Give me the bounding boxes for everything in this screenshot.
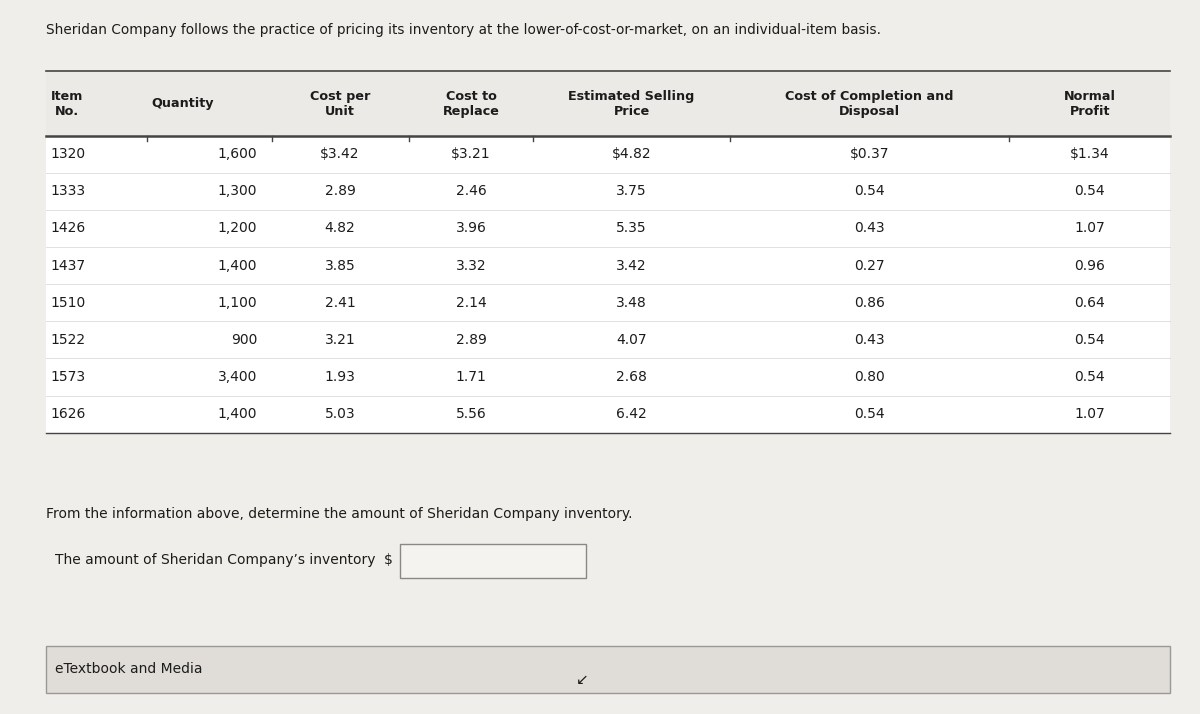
Text: 2.41: 2.41 <box>325 296 355 310</box>
Text: 1,400: 1,400 <box>217 258 257 273</box>
Text: Cost of Completion and
Disposal: Cost of Completion and Disposal <box>785 89 954 118</box>
Text: 3,400: 3,400 <box>218 370 257 384</box>
Text: 1626: 1626 <box>50 407 85 421</box>
Text: 5.56: 5.56 <box>456 407 486 421</box>
Text: 3.32: 3.32 <box>456 258 486 273</box>
Text: Normal
Profit: Normal Profit <box>1063 89 1116 118</box>
Text: 6.42: 6.42 <box>617 407 647 421</box>
Text: 4.82: 4.82 <box>325 221 355 236</box>
Text: 3.85: 3.85 <box>325 258 355 273</box>
Text: 0.43: 0.43 <box>854 333 884 347</box>
Text: From the information above, determine the amount of Sheridan Company inventory.: From the information above, determine th… <box>46 507 632 521</box>
Text: 0.86: 0.86 <box>854 296 886 310</box>
Text: The amount of Sheridan Company’s inventory: The amount of Sheridan Company’s invento… <box>55 553 376 568</box>
Text: 900: 900 <box>230 333 257 347</box>
Text: ↙: ↙ <box>576 672 588 687</box>
Text: 3.21: 3.21 <box>325 333 355 347</box>
Text: 1510: 1510 <box>50 296 85 310</box>
Text: Cost per
Unit: Cost per Unit <box>310 89 371 118</box>
Text: Sheridan Company follows the practice of pricing its inventory at the lower-of-c: Sheridan Company follows the practice of… <box>46 23 881 37</box>
Text: 4.07: 4.07 <box>617 333 647 347</box>
Text: 3.48: 3.48 <box>617 296 647 310</box>
Text: 2.46: 2.46 <box>456 184 486 198</box>
Text: 1437: 1437 <box>50 258 85 273</box>
Text: 0.54: 0.54 <box>854 407 884 421</box>
Text: 5.03: 5.03 <box>325 407 355 421</box>
Text: 1333: 1333 <box>50 184 85 198</box>
Text: 3.75: 3.75 <box>617 184 647 198</box>
Text: 0.54: 0.54 <box>1074 333 1105 347</box>
Text: 2.68: 2.68 <box>616 370 647 384</box>
Text: $3.42: $3.42 <box>320 147 360 161</box>
Text: 0.27: 0.27 <box>854 258 884 273</box>
Text: 1.07: 1.07 <box>1074 407 1105 421</box>
Text: $1.34: $1.34 <box>1070 147 1110 161</box>
Text: $: $ <box>384 553 392 568</box>
Text: 0.80: 0.80 <box>854 370 884 384</box>
Text: 2.89: 2.89 <box>456 333 486 347</box>
Text: 5.35: 5.35 <box>617 221 647 236</box>
Text: 0.54: 0.54 <box>854 184 884 198</box>
Text: 1.71: 1.71 <box>456 370 486 384</box>
Text: 1,600: 1,600 <box>217 147 257 161</box>
Text: 0.54: 0.54 <box>1074 184 1105 198</box>
Text: 1,100: 1,100 <box>217 296 257 310</box>
Text: 0.64: 0.64 <box>1074 296 1105 310</box>
Text: $4.82: $4.82 <box>612 147 652 161</box>
Text: 1.07: 1.07 <box>1074 221 1105 236</box>
Text: Estimated Selling
Price: Estimated Selling Price <box>569 89 695 118</box>
Text: 1.93: 1.93 <box>325 370 355 384</box>
Text: $0.37: $0.37 <box>850 147 889 161</box>
Text: eTextbook and Media: eTextbook and Media <box>55 663 203 676</box>
Text: 2.14: 2.14 <box>456 296 486 310</box>
Text: 1,300: 1,300 <box>217 184 257 198</box>
Text: 3.96: 3.96 <box>456 221 486 236</box>
Text: 0.43: 0.43 <box>854 221 884 236</box>
Text: 1426: 1426 <box>50 221 85 236</box>
Text: 1,200: 1,200 <box>217 221 257 236</box>
Text: 1320: 1320 <box>50 147 85 161</box>
Text: 1522: 1522 <box>50 333 85 347</box>
Text: Cost to
Replace: Cost to Replace <box>443 89 499 118</box>
Text: Quantity: Quantity <box>151 97 214 110</box>
Text: 0.54: 0.54 <box>1074 370 1105 384</box>
Text: Item
No.: Item No. <box>50 89 83 118</box>
Text: 3.42: 3.42 <box>617 258 647 273</box>
Text: $3.21: $3.21 <box>451 147 491 161</box>
Text: 1,400: 1,400 <box>217 407 257 421</box>
Text: 2.89: 2.89 <box>325 184 355 198</box>
Text: 1573: 1573 <box>50 370 85 384</box>
Text: 0.96: 0.96 <box>1074 258 1105 273</box>
